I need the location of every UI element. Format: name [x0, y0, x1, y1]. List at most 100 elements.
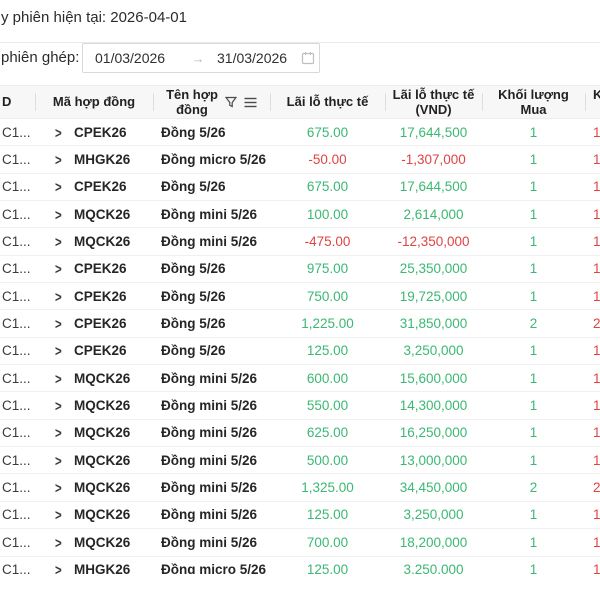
contract-code: MQCK26	[74, 425, 130, 440]
expand-row-icon[interactable]: >	[55, 154, 74, 169]
calendar-icon[interactable]	[301, 51, 315, 65]
row-code-cell: >MQCK26	[35, 392, 153, 419]
sell-volume-cell: 1	[585, 119, 600, 146]
table-row: C1... >MQCK26 Đồng mini 5/26 -475.00 -12…	[0, 228, 600, 255]
buy-volume-label-line1: Khối lượng	[498, 87, 569, 102]
pnl-cell: 750.00	[270, 283, 385, 310]
pnl-cell: -50.00	[270, 146, 385, 173]
contract-code: MHGK26	[74, 562, 130, 574]
sell-volume-label-line2: Bán	[585, 102, 600, 117]
row-code-cell: >CPEK26	[35, 173, 153, 200]
pnl-cell: 125.00	[270, 501, 385, 528]
table-row: C1... >CPEK26 Đồng 5/26 125.00 3,250,000…	[0, 337, 600, 364]
expand-row-icon[interactable]: >	[55, 454, 74, 469]
contract-code: CPEK26	[74, 289, 127, 304]
buy-volume-cell: 1	[482, 419, 585, 446]
row-code-cell: >MQCK26	[35, 201, 153, 228]
pnl-cell: 500.00	[270, 447, 385, 474]
row-code-cell: >MQCK26	[35, 529, 153, 556]
row-code-cell: >MQCK26	[35, 419, 153, 446]
expand-row-icon[interactable]: >	[55, 509, 74, 524]
date-to-input[interactable]: 31/03/2026	[217, 50, 299, 66]
date-from-input[interactable]: 01/03/2026	[95, 50, 183, 66]
expand-row-icon[interactable]: >	[55, 482, 74, 497]
contract-code: CPEK26	[74, 179, 127, 194]
buy-volume-cell: 1	[482, 228, 585, 255]
table-row: C1... >CPEK26 Đồng 5/26 1,225.00 31,850,…	[0, 310, 600, 337]
table-row: C1... >MQCK26 Đồng mini 5/26 100.00 2,61…	[0, 201, 600, 228]
pnl-vnd-cell: 15,600,000	[385, 365, 482, 392]
buy-volume-cell: 1	[482, 392, 585, 419]
pnl-cell: 1,325.00	[270, 474, 385, 501]
sell-volume-cell: 1	[585, 392, 600, 419]
contract-name-cell: Đồng mini 5/26	[153, 501, 270, 528]
column-header-id: D	[0, 86, 35, 119]
expand-row-icon[interactable]: >	[55, 318, 74, 333]
row-id-cell: C1...	[0, 283, 35, 310]
expand-row-icon[interactable]: >	[55, 263, 74, 278]
row-code-cell: >MQCK26	[35, 447, 153, 474]
contract-name-cell: Đồng 5/26	[153, 119, 270, 146]
contract-code: MQCK26	[74, 234, 130, 249]
row-id-cell: C1...	[0, 447, 35, 474]
buy-volume-cell: 2	[482, 474, 585, 501]
expand-row-icon[interactable]: >	[55, 208, 74, 223]
sell-volume-cell: 1	[585, 556, 600, 574]
pnl-vnd-cell: 3,250,000	[385, 501, 482, 528]
contract-name-cell: Đồng 5/26	[153, 310, 270, 337]
contract-code: MQCK26	[74, 398, 130, 413]
contract-name-cell: Đồng mini 5/26	[153, 201, 270, 228]
contract-code: CPEK26	[74, 316, 127, 331]
expand-row-icon[interactable]: >	[55, 427, 74, 442]
expand-row-icon[interactable]: >	[55, 181, 74, 196]
sell-volume-cell: 1	[585, 529, 600, 556]
filter-funnel-icon[interactable]	[225, 96, 237, 108]
expand-row-icon[interactable]: >	[55, 536, 74, 551]
date-range-picker[interactable]: 01/03/2026 → 31/03/2026	[82, 43, 320, 73]
sell-volume-cell: 1	[585, 365, 600, 392]
table-row: C1... >CPEK26 Đồng 5/26 675.00 17,644,50…	[0, 119, 600, 146]
sell-volume-cell: 1	[585, 255, 600, 282]
buy-volume-cell: 2	[482, 310, 585, 337]
expand-row-icon[interactable]: >	[55, 564, 74, 574]
pnl-vnd-cell: 17,644,500	[385, 119, 482, 146]
expand-row-icon[interactable]: >	[55, 345, 74, 360]
contract-name-cell: Đồng mini 5/26	[153, 392, 270, 419]
buy-volume-cell: 1	[482, 529, 585, 556]
buy-volume-cell: 1	[482, 173, 585, 200]
contract-name-cell: Đồng 5/26	[153, 255, 270, 282]
buy-volume-cell: 1	[482, 119, 585, 146]
column-header-contract-code: Mã hợp đồng	[35, 86, 153, 119]
row-id-cell: C1...	[0, 228, 35, 255]
expand-row-icon[interactable]: >	[55, 290, 74, 305]
current-session-label: y phiên hiện tại: 2026-04-01	[1, 9, 187, 26]
buy-volume-cell: 1	[482, 337, 585, 364]
row-id-cell: C1...	[0, 119, 35, 146]
buy-volume-cell: 1	[482, 283, 585, 310]
table-row: C1... >MHGK26 Đồng micro 5/26 125.00 3,2…	[0, 556, 600, 574]
expand-row-icon[interactable]: >	[55, 236, 74, 251]
contract-code: MQCK26	[74, 535, 130, 550]
contract-name-cell: Đồng 5/26	[153, 337, 270, 364]
expand-row-icon[interactable]: >	[55, 400, 74, 415]
contracts-table: D Mã hợp đồng Tên hợp đồng	[0, 85, 600, 574]
pnl-vnd-label-line1: Lãi lỗ thực tế	[393, 87, 475, 102]
pnl-vnd-label-line2: (VND)	[415, 102, 451, 117]
row-code-cell: >MHGK26	[35, 556, 153, 574]
sell-volume-cell: 1	[585, 283, 600, 310]
table-row: C1... >MQCK26 Đồng mini 5/26 550.00 14,3…	[0, 392, 600, 419]
row-id-cell: C1...	[0, 337, 35, 364]
pnl-vnd-cell: 34,450,000	[385, 474, 482, 501]
pnl-vnd-cell: 18,200,000	[385, 529, 482, 556]
expand-row-icon[interactable]: >	[55, 126, 74, 141]
column-header-buy-volume: Khối lượng Mua	[482, 86, 585, 119]
row-id-cell: C1...	[0, 392, 35, 419]
pnl-cell: 1,225.00	[270, 310, 385, 337]
row-code-cell: >CPEK26	[35, 255, 153, 282]
expand-row-icon[interactable]: >	[55, 372, 74, 387]
contract-name-label-line1: Tên hợp	[166, 87, 218, 102]
table-header-row: D Mã hợp đồng Tên hợp đồng	[0, 86, 600, 119]
row-id-cell: C1...	[0, 365, 35, 392]
column-menu-icon[interactable]	[244, 97, 257, 108]
row-id-cell: C1...	[0, 501, 35, 528]
